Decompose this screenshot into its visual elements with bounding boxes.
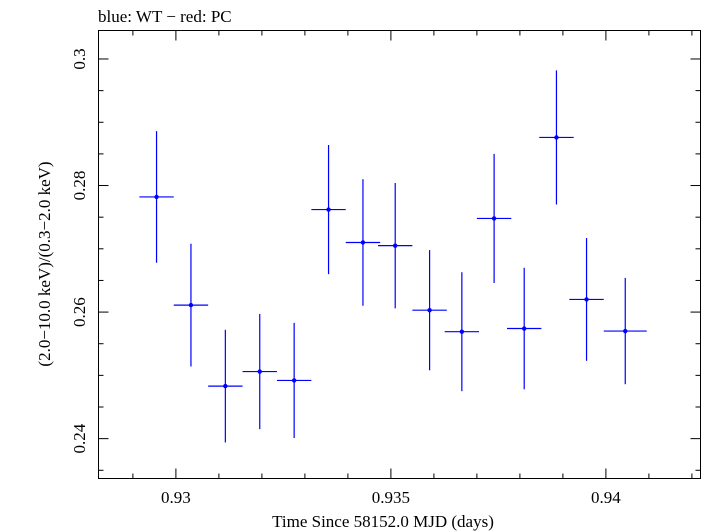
x-tick-label: 0.93 bbox=[161, 488, 191, 507]
point-marker bbox=[223, 383, 228, 389]
data-marks bbox=[139, 70, 647, 443]
point-marker bbox=[188, 302, 194, 308]
point-marker bbox=[584, 297, 589, 302]
y-tick-label: 0.24 bbox=[70, 423, 89, 453]
point-marker bbox=[291, 378, 297, 383]
data-point bbox=[139, 131, 174, 263]
point-marker bbox=[554, 135, 559, 140]
y-tick-label: 0.26 bbox=[70, 297, 89, 327]
point-marker bbox=[257, 369, 262, 374]
point-marker bbox=[522, 326, 527, 331]
y-tick-label: 0.28 bbox=[70, 171, 89, 201]
point-marker bbox=[623, 328, 628, 334]
data-point bbox=[345, 179, 381, 306]
data-point bbox=[208, 329, 243, 443]
data-point bbox=[412, 250, 447, 371]
point-marker bbox=[360, 240, 366, 245]
y-axis-label: (2.0−10.0 keV)/(0.3−2.0 keV) bbox=[35, 161, 54, 366]
y-tick-label: 0.3 bbox=[70, 48, 89, 69]
data-point bbox=[569, 238, 604, 361]
data-point bbox=[507, 267, 542, 390]
data-point bbox=[476, 153, 512, 283]
point-marker bbox=[491, 216, 497, 221]
x-tick-label: 0.94 bbox=[591, 488, 621, 507]
data-point bbox=[539, 70, 574, 205]
data-point bbox=[378, 182, 413, 309]
data-point bbox=[173, 243, 209, 367]
point-marker bbox=[427, 307, 432, 313]
x-tick-label: 0.935 bbox=[372, 488, 410, 507]
point-marker bbox=[393, 243, 398, 248]
data-point bbox=[242, 313, 277, 430]
data-point bbox=[603, 277, 647, 385]
plot-frame bbox=[98, 30, 701, 479]
data-point bbox=[276, 322, 312, 439]
chart-title: blue: WT − red: PC bbox=[98, 7, 232, 26]
point-marker bbox=[459, 329, 465, 334]
x-axis-label: Time Since 58152.0 MJD (days) bbox=[272, 512, 494, 531]
data-point bbox=[311, 145, 346, 275]
point-marker bbox=[326, 207, 331, 212]
axes-layer: 0.93 0.935 0.94 0.24 0.26 0.28 0.3 bbox=[70, 30, 701, 507]
point-marker bbox=[154, 194, 159, 200]
data-point bbox=[444, 272, 480, 392]
